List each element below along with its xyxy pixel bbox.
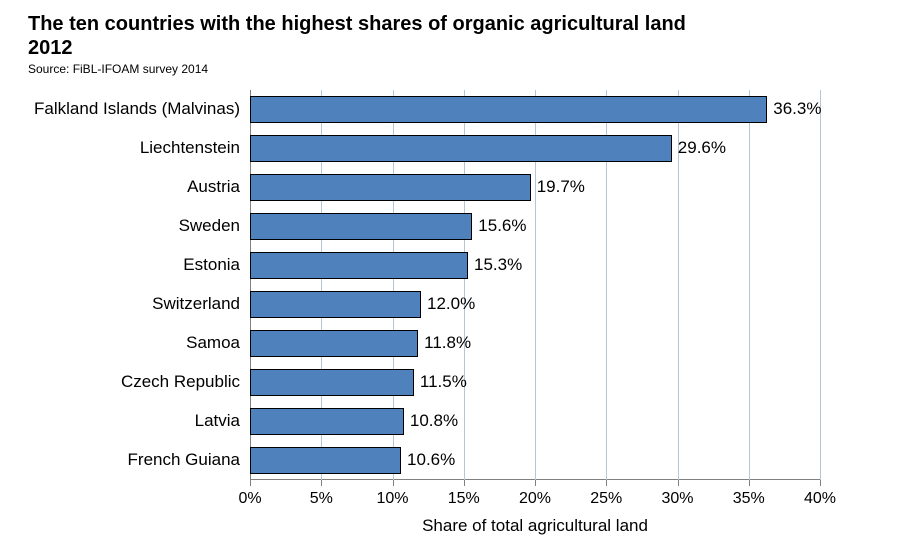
x-tick-mark <box>535 480 536 486</box>
value-label: 36.3% <box>773 99 821 119</box>
bar <box>250 135 672 162</box>
bar <box>250 408 404 435</box>
x-tick-label: 25% <box>590 490 622 508</box>
x-tick-label: 30% <box>661 490 693 508</box>
x-tick-label: 35% <box>733 490 765 508</box>
x-tick-label: 40% <box>804 490 836 508</box>
value-label: 15.3% <box>474 255 522 275</box>
x-tick-label: 0% <box>238 490 261 508</box>
category-label: Falkland Islands (Malvinas) <box>34 99 240 119</box>
bar-row: Latvia10.8% <box>250 408 820 435</box>
x-tick-label: 20% <box>519 490 551 508</box>
bar <box>250 174 531 201</box>
category-label: Sweden <box>179 216 240 236</box>
bar <box>250 252 468 279</box>
x-tick-mark <box>678 480 679 486</box>
x-tick-label: 10% <box>376 490 408 508</box>
bar <box>250 96 767 123</box>
value-label: 15.6% <box>478 216 526 236</box>
grid-line <box>820 90 821 480</box>
x-axis-title: Share of total agricultural land <box>422 516 648 536</box>
x-tick-mark <box>820 480 821 486</box>
chart-source: Source: FiBL-IFOAM survey 2014 <box>28 62 208 76</box>
chart-title: The ten countries with the highest share… <box>28 12 686 60</box>
x-tick-label: 5% <box>310 490 333 508</box>
value-label: 29.6% <box>678 138 726 158</box>
category-label: Austria <box>187 177 240 197</box>
x-tick-mark <box>393 480 394 486</box>
category-label: Czech Republic <box>121 372 240 392</box>
chart-title-line1: The ten countries with the highest share… <box>28 12 686 36</box>
value-label: 19.7% <box>537 177 585 197</box>
x-tick-mark <box>749 480 750 486</box>
value-label: 12.0% <box>427 294 475 314</box>
category-label: Switzerland <box>152 294 240 314</box>
chart-title-line2: 2012 <box>28 36 686 60</box>
bar-row: Austria19.7% <box>250 174 820 201</box>
value-label: 10.6% <box>407 450 455 470</box>
x-tick-mark <box>464 480 465 486</box>
x-tick-mark <box>321 480 322 486</box>
bar-row: Sweden15.6% <box>250 213 820 240</box>
plot-area: Share of total agricultural land 0%5%10%… <box>250 90 820 480</box>
category-label: Liechtenstein <box>140 138 240 158</box>
bar <box>250 369 414 396</box>
bar-row: Liechtenstein29.6% <box>250 135 820 162</box>
bar-row: Switzerland12.0% <box>250 291 820 318</box>
bar-row: Falkland Islands (Malvinas)36.3% <box>250 96 820 123</box>
bar <box>250 447 401 474</box>
category-label: French Guiana <box>128 450 240 470</box>
x-tick-label: 15% <box>448 490 480 508</box>
bar <box>250 213 472 240</box>
bar-row: French Guiana10.6% <box>250 447 820 474</box>
bar-row: Samoa11.8% <box>250 330 820 357</box>
bar-row: Estonia15.3% <box>250 252 820 279</box>
category-label: Latvia <box>195 411 240 431</box>
category-label: Estonia <box>183 255 240 275</box>
bar <box>250 291 421 318</box>
chart-container: The ten countries with the highest share… <box>0 0 900 560</box>
value-label: 11.5% <box>420 372 467 392</box>
bar-row: Czech Republic11.5% <box>250 369 820 396</box>
value-label: 10.8% <box>410 411 458 431</box>
category-label: Samoa <box>186 333 240 353</box>
x-tick-mark <box>250 480 251 486</box>
bar <box>250 330 418 357</box>
value-label: 11.8% <box>424 333 471 353</box>
x-tick-mark <box>606 480 607 486</box>
